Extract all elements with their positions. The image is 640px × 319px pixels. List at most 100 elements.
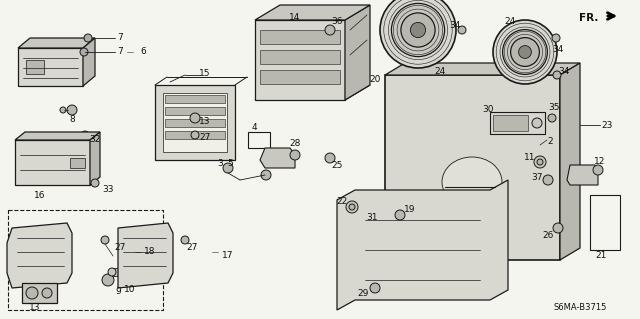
Text: 7: 7 — [117, 33, 123, 41]
Bar — [8, 210, 163, 310]
Circle shape — [190, 113, 200, 123]
Polygon shape — [18, 48, 83, 86]
Text: 31: 31 — [366, 213, 378, 222]
Text: 19: 19 — [404, 205, 416, 214]
Text: 28: 28 — [289, 138, 301, 147]
Bar — [165, 131, 225, 139]
Text: 25: 25 — [332, 160, 342, 169]
Text: 3: 3 — [217, 159, 223, 167]
Text: 18: 18 — [144, 248, 156, 256]
Polygon shape — [385, 63, 580, 75]
Circle shape — [42, 288, 52, 298]
Text: 35: 35 — [548, 103, 560, 113]
Circle shape — [181, 236, 189, 244]
Circle shape — [126, 268, 134, 276]
Circle shape — [81, 131, 89, 139]
Text: 37: 37 — [531, 174, 543, 182]
Text: 17: 17 — [222, 251, 234, 261]
Circle shape — [537, 159, 543, 165]
Polygon shape — [155, 85, 235, 160]
Bar — [165, 107, 225, 115]
Text: 22: 22 — [337, 197, 348, 206]
Text: 27: 27 — [186, 243, 198, 253]
Polygon shape — [255, 20, 345, 100]
Polygon shape — [18, 38, 95, 48]
Circle shape — [223, 163, 233, 173]
Circle shape — [410, 22, 426, 38]
Text: 12: 12 — [595, 158, 605, 167]
Circle shape — [392, 4, 445, 56]
Circle shape — [325, 25, 335, 35]
Text: 29: 29 — [357, 290, 369, 299]
Circle shape — [380, 0, 456, 68]
Text: FR.: FR. — [579, 13, 598, 23]
Polygon shape — [337, 180, 508, 310]
Text: 23: 23 — [602, 121, 612, 130]
Circle shape — [593, 165, 603, 175]
Polygon shape — [260, 148, 295, 168]
Text: 11: 11 — [524, 152, 536, 161]
Circle shape — [346, 201, 358, 213]
Bar — [26, 60, 44, 74]
Circle shape — [493, 20, 557, 84]
Ellipse shape — [442, 157, 502, 207]
Text: 27: 27 — [199, 133, 211, 143]
Text: 26: 26 — [542, 231, 554, 240]
Circle shape — [395, 210, 405, 220]
Text: 33: 33 — [102, 186, 114, 195]
Text: —: — — [211, 249, 218, 255]
Circle shape — [532, 118, 542, 128]
Text: 4: 4 — [251, 123, 257, 132]
Circle shape — [290, 150, 300, 160]
Circle shape — [101, 236, 109, 244]
Text: —: — — [134, 249, 141, 255]
Bar — [260, 30, 340, 44]
Text: 15: 15 — [199, 69, 211, 78]
Bar — [590, 195, 620, 250]
Polygon shape — [385, 75, 560, 260]
Bar — [493, 115, 528, 131]
Polygon shape — [255, 5, 370, 20]
Bar — [163, 93, 227, 152]
Text: 6: 6 — [140, 48, 146, 56]
Circle shape — [349, 204, 355, 210]
Bar — [165, 119, 225, 127]
Bar — [260, 50, 340, 64]
Text: 34: 34 — [552, 46, 564, 55]
Circle shape — [401, 13, 435, 47]
Text: 20: 20 — [369, 76, 381, 85]
Text: 14: 14 — [289, 13, 301, 23]
Text: 9: 9 — [115, 287, 121, 296]
Circle shape — [458, 26, 466, 34]
Polygon shape — [15, 132, 100, 140]
Circle shape — [84, 34, 92, 42]
Bar — [70, 158, 85, 168]
Text: 2: 2 — [547, 137, 553, 146]
Circle shape — [543, 175, 553, 185]
Polygon shape — [345, 5, 370, 100]
Polygon shape — [7, 223, 72, 288]
Polygon shape — [118, 223, 173, 288]
Bar — [248, 132, 270, 148]
Polygon shape — [560, 63, 580, 260]
Text: —: — — [127, 49, 134, 55]
Circle shape — [553, 223, 563, 233]
Text: S6MA-B3715: S6MA-B3715 — [554, 303, 607, 313]
Polygon shape — [90, 132, 100, 185]
Circle shape — [552, 34, 560, 42]
Circle shape — [325, 153, 335, 163]
Circle shape — [518, 46, 531, 58]
Circle shape — [548, 114, 556, 122]
Text: 27: 27 — [115, 243, 125, 253]
Text: 5: 5 — [227, 159, 233, 167]
Text: 21: 21 — [595, 251, 607, 261]
Text: 24: 24 — [504, 18, 516, 26]
Text: 32: 32 — [90, 136, 100, 145]
Circle shape — [67, 105, 77, 115]
Circle shape — [502, 30, 547, 74]
Polygon shape — [15, 140, 90, 185]
Text: 24: 24 — [435, 68, 445, 77]
Bar — [165, 95, 225, 103]
Circle shape — [370, 283, 380, 293]
Circle shape — [60, 107, 66, 113]
